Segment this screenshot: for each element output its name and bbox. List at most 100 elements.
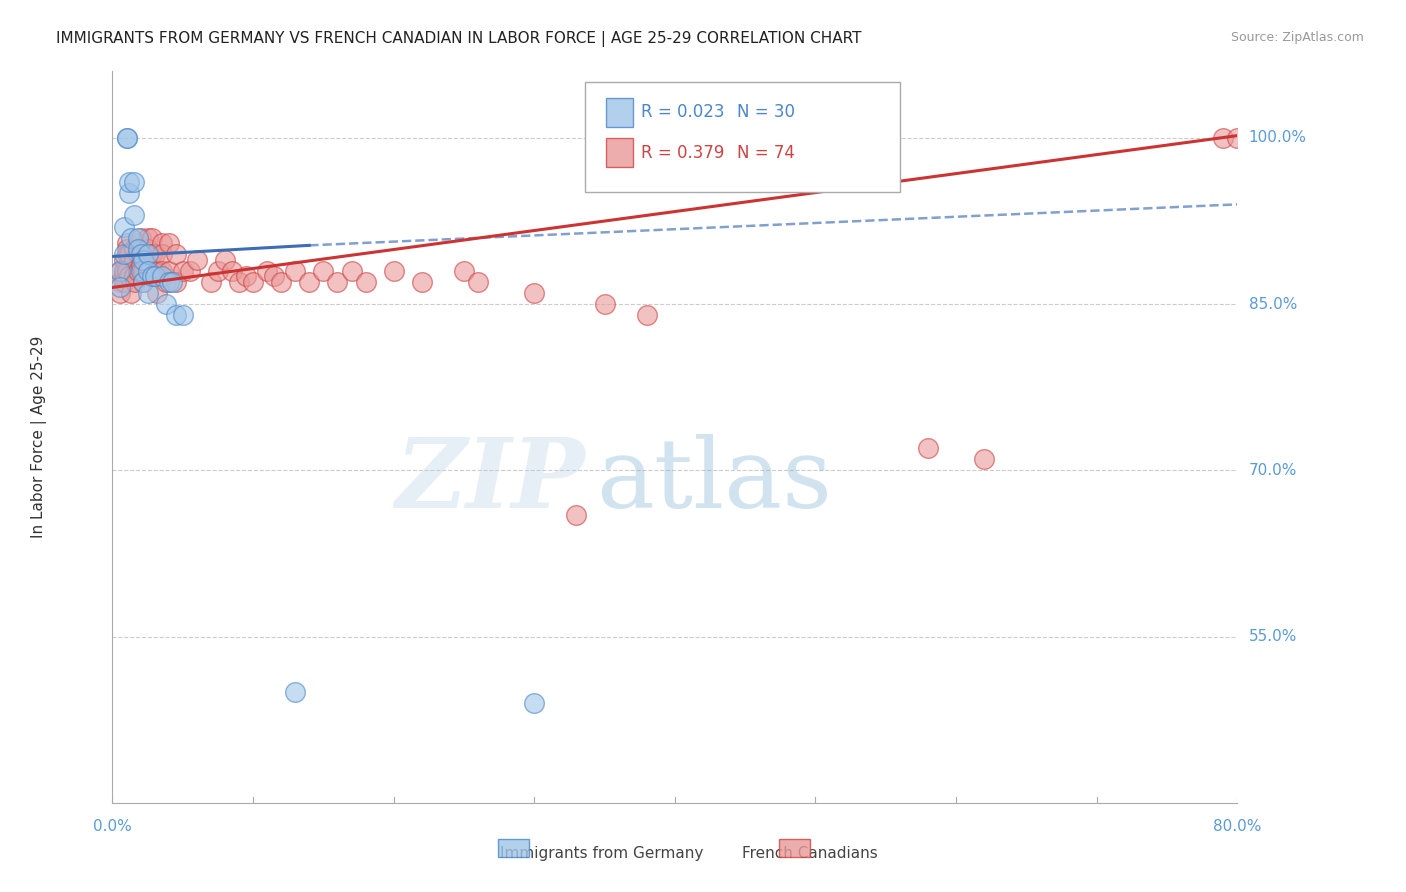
Point [115,264,138,278]
Point [242,275,264,289]
Point [122,269,145,284]
Text: atlas: atlas [596,434,832,528]
Point [120,285,142,300]
Point [115,247,138,261]
Point [354,275,377,289]
Point [235,269,257,284]
Point [256,264,278,278]
FancyBboxPatch shape [606,138,633,167]
Point [141,247,163,261]
Point [141,230,163,244]
Point [112,275,135,289]
Point [221,264,243,278]
Point [593,297,616,311]
Point [124,275,146,289]
Point [132,275,155,289]
Point [150,269,173,284]
Text: 70.0%: 70.0% [1249,463,1296,478]
Point [115,131,138,145]
Point [263,269,285,284]
Point [122,209,145,223]
Point [112,264,135,278]
Point [155,297,177,311]
Text: In Labor Force | Age 25-29: In Labor Force | Age 25-29 [31,336,48,538]
Text: 100.0%: 100.0% [1249,130,1306,145]
Point [118,175,141,189]
Point [340,264,363,278]
Point [118,247,141,261]
Point [453,264,475,278]
Point [136,247,159,261]
Point [112,269,135,284]
Text: 80.0%: 80.0% [1213,820,1261,834]
Point [112,252,135,267]
Point [143,264,166,278]
Point [917,441,939,455]
Point [127,242,149,256]
Point [146,264,169,278]
Point [108,264,131,278]
Point [523,285,546,300]
Text: ZIP: ZIP [395,434,585,528]
Point [118,186,141,201]
Point [270,275,292,289]
Point [122,252,145,267]
Point [284,264,307,278]
Point [129,264,152,278]
Point [112,219,135,234]
Point [108,285,131,300]
FancyBboxPatch shape [585,82,900,192]
Point [467,275,489,289]
Point [120,230,142,244]
Point [207,264,229,278]
Point [179,264,201,278]
Point [136,285,159,300]
Point [155,275,177,289]
Text: R = 0.379: R = 0.379 [641,144,724,161]
Point [143,247,166,261]
Point [143,269,166,284]
Point [565,508,588,522]
Point [973,452,995,467]
Text: IMMIGRANTS FROM GERMANY VS FRENCH CANADIAN IN LABOR FORCE | AGE 25-29 CORRELATIO: IMMIGRANTS FROM GERMANY VS FRENCH CANADI… [56,31,862,47]
Point [165,275,187,289]
Point [157,275,180,289]
Point [127,247,149,261]
Point [115,242,138,256]
Point [132,252,155,267]
Text: Immigrants from Germany: Immigrants from Germany [499,846,703,861]
Point [115,236,138,251]
Point [129,258,152,272]
Point [1226,131,1249,145]
Point [127,236,149,251]
Point [136,242,159,256]
Point [523,696,546,710]
Point [228,275,250,289]
Point [312,264,335,278]
Point [118,269,141,284]
Point [1212,131,1234,145]
Point [129,242,152,256]
Point [157,236,180,251]
FancyBboxPatch shape [606,98,633,127]
Point [214,252,236,267]
Point [150,236,173,251]
Point [165,247,187,261]
Point [129,247,152,261]
Point [172,264,194,278]
Point [157,264,180,278]
Text: 85.0%: 85.0% [1249,297,1296,311]
Point [112,247,135,261]
Text: 55.0%: 55.0% [1249,629,1296,644]
Point [636,308,658,322]
Point [127,230,149,244]
Point [382,264,405,278]
Point [186,252,208,267]
Point [150,264,173,278]
Point [108,275,131,289]
Point [127,264,149,278]
Point [150,247,173,261]
Point [284,685,307,699]
Point [136,258,159,272]
Point [411,275,433,289]
